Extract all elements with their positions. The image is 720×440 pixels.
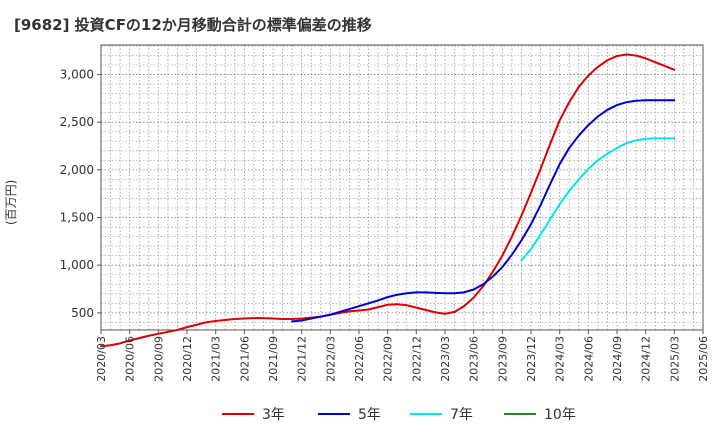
y-tick-label: 500 [71,306,94,320]
x-tick-label: 2023/03 [439,336,452,382]
x-tick-label: 2023/12 [525,336,538,382]
y-tick-label: 2,500 [60,115,94,129]
legend-label-4: 10年 [544,407,576,423]
y-tick-label: 2,000 [60,163,94,177]
x-tick-label: 2020/12 [181,336,194,382]
x-tick-label: 2021/09 [267,336,280,382]
series-line-2 [291,99,676,323]
x-tick-label: 2022/03 [324,336,337,382]
plot-border [100,44,704,331]
x-tick-label: 2021/03 [210,336,223,382]
axes: 500 1,000 1,500 2,000 2,500 3,000 2020/03 2020/… [60,44,710,382]
series-lines [100,53,676,348]
x-tick-label: 2025/06 [697,336,710,382]
legend-label-2: 5年 [358,407,381,423]
x-tick-label: 2020/03 [95,336,108,382]
legend-label-3: 7年 [450,407,473,423]
series-line-1 [100,53,676,348]
x-tick-label: 2020/06 [124,336,137,382]
y-tick-label: 1,500 [60,211,94,225]
series-line-3 [520,137,676,262]
x-tick-label: 2022/09 [382,336,395,382]
plot-area [101,45,703,330]
x-tick-label: 2022/06 [353,336,366,382]
x-tick-label: 2023/06 [468,336,481,382]
x-tick-label: 2024/03 [554,336,567,382]
legend-label-1: 3年 [262,407,285,423]
legend: 3年 5年 7年 10年 [222,407,576,423]
chart-title: [9682] 投資CFの12か月移動合計の標準偏差の推移 [14,16,372,34]
y-tick-label: 1,000 [60,258,94,272]
x-tick-label: 2024/06 [582,336,595,382]
x-tick-label: 2024/12 [640,336,653,382]
x-tick-label: 2023/09 [496,336,509,382]
x-tick-label: 2025/03 [668,336,681,382]
grid-lines [100,45,704,330]
x-tick-label: 2021/06 [238,336,251,382]
x-tick-label: 2021/12 [296,336,309,382]
x-tick-label: 2024/09 [611,336,624,382]
x-tick-label: 2020/09 [152,336,165,382]
y-tick-label: 3,000 [60,68,94,82]
x-tick-label: 2022/12 [410,336,423,382]
plot-background [101,45,703,330]
